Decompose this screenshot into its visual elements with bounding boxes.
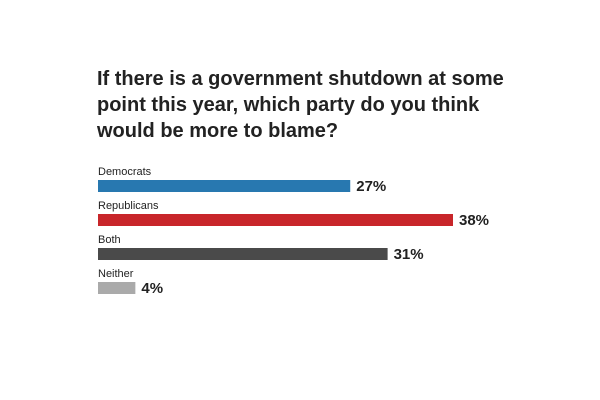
- value-label: 38%: [459, 212, 489, 229]
- chart-title: If there is a government shutdown at som…: [97, 68, 504, 142]
- bar: [98, 180, 351, 192]
- category-label: Neither: [98, 268, 134, 280]
- value-label: 4%: [141, 280, 163, 297]
- bar: [98, 248, 388, 260]
- category-label: Republicans: [98, 200, 159, 212]
- value-label: 27%: [356, 178, 386, 195]
- bar: [98, 214, 453, 226]
- category-label: Both: [98, 234, 121, 246]
- bar: [98, 282, 136, 294]
- value-label: 31%: [394, 246, 424, 263]
- category-label: Democrats: [98, 166, 152, 178]
